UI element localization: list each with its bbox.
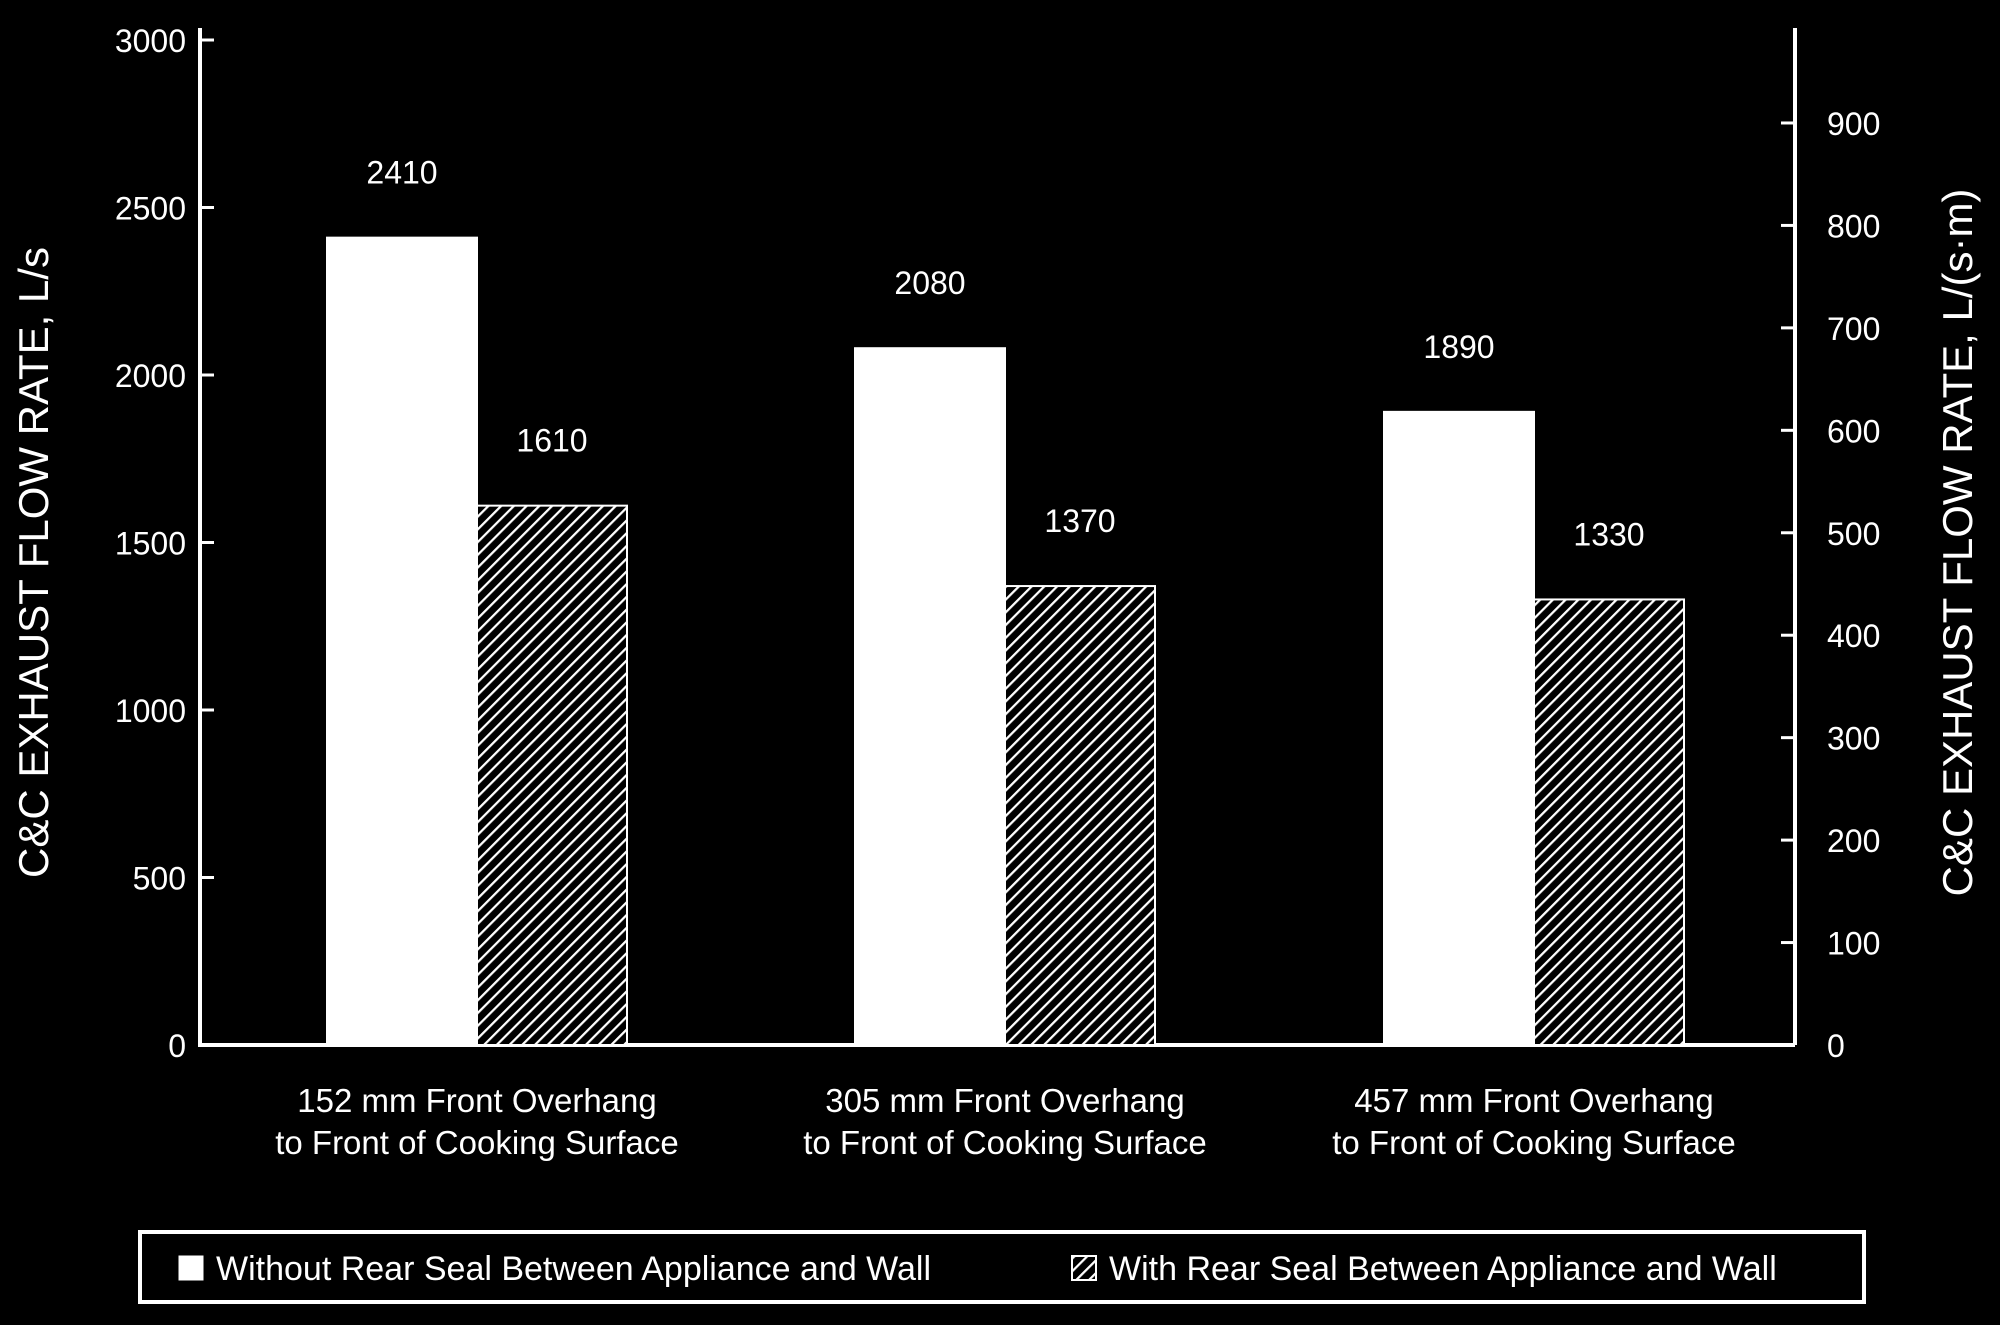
data-label: 2410 (366, 155, 437, 191)
axes: 0 500 1000 1500 2000 2500 3000 0 100 200 300 400 500… (115, 23, 1881, 1161)
x-tick-label: 457 mm Front Overhang (1354, 1082, 1714, 1119)
data-label: 1370 (1044, 503, 1115, 539)
y2-tick-label: 800 (1827, 208, 1880, 244)
y-tick-label: 2500 (115, 191, 186, 227)
y2-tick-label: 0 (1827, 1028, 1845, 1064)
legend-swatch-hatched (1071, 1255, 1097, 1281)
legend-box (138, 1230, 1866, 1304)
y2-tick-label: 600 (1827, 413, 1880, 449)
legend-label: With Rear Seal Between Appliance and Wal… (1109, 1250, 1777, 1288)
bar-with-seal (476, 504, 628, 1046)
data-label: 2080 (894, 265, 965, 301)
x-tick-label: to Front of Cooking Surface (275, 1124, 679, 1161)
x-tick-label: to Front of Cooking Surface (803, 1124, 1207, 1161)
x-tick-label: to Front of Cooking Surface (1332, 1124, 1736, 1161)
y-tick-label: 0 (168, 1028, 186, 1064)
y-axis-title: C&C EXHAUST FLOW RATE, L/s (10, 247, 57, 878)
y-tick-label: 3000 (115, 23, 186, 59)
bar-with-seal (1004, 585, 1156, 1046)
bars (326, 236, 1685, 1047)
bar-without-seal (854, 347, 1006, 1046)
data-label: 1610 (516, 423, 587, 459)
x-tick-label: 152 mm Front Overhang (297, 1082, 657, 1119)
data-label: 1890 (1423, 329, 1494, 365)
bar-with-seal (1533, 598, 1685, 1046)
legend: Without Rear Seal Between Appliance and … (138, 1230, 1866, 1304)
bar-without-seal (326, 236, 478, 1046)
y2-tick-label: 700 (1827, 311, 1880, 347)
y2-tick-label: 400 (1827, 618, 1880, 654)
bar-without-seal (1383, 410, 1535, 1047)
y2-tick-label: 200 (1827, 823, 1880, 859)
y-tick-label: 2000 (115, 358, 186, 394)
y-tick-label: 1000 (115, 693, 186, 729)
legend-label: Without Rear Seal Between Appliance and … (216, 1250, 931, 1288)
y-tick-label: 1500 (115, 526, 186, 562)
y-tick-label: 500 (133, 861, 186, 897)
y2-tick-label: 500 (1827, 516, 1880, 552)
x-tick-label: 305 mm Front Overhang (825, 1082, 1185, 1119)
legend-swatch-solid (178, 1255, 204, 1281)
y2-axis-title: C&C EXHAUST FLOW RATE, L/(s·m) (1934, 189, 1981, 897)
data-labels: 2410 1610 2080 1370 1890 1330 (366, 155, 1644, 553)
y2-tick-label: 300 (1827, 721, 1880, 757)
y2-tick-label: 100 (1827, 926, 1880, 962)
y2-tick-label: 900 (1827, 106, 1880, 142)
data-label: 1330 (1573, 516, 1644, 552)
